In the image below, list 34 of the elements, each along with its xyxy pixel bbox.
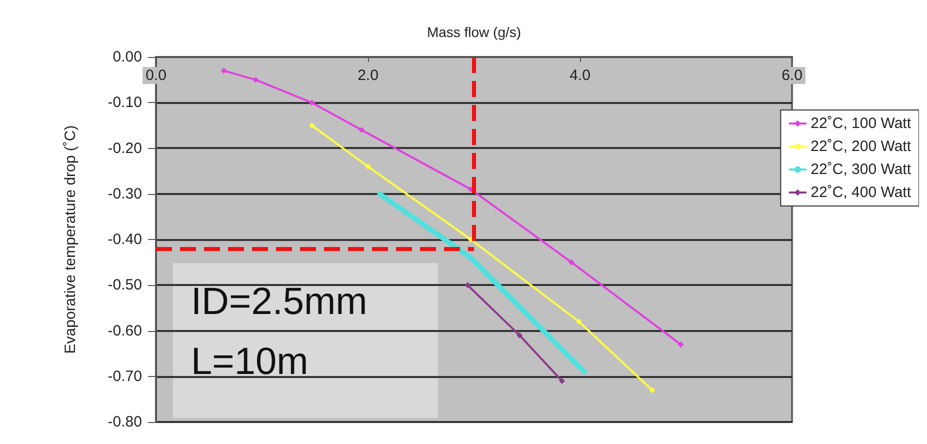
y-tick-label: 0.00 [112, 48, 142, 66]
legend-label: 22˚C, 300 Watt [810, 161, 912, 178]
y-axis-title: Evaporative temperature drop (˚C) [62, 125, 79, 354]
point [516, 332, 523, 338]
point [678, 341, 684, 348]
annotation: ID=2.5mm [191, 281, 368, 323]
point [464, 282, 471, 288]
x-tick-label: 2.0 [358, 67, 378, 84]
x-tick-label: 0.0 [146, 67, 166, 84]
y-tick-label: -0.60 [108, 322, 142, 340]
point [568, 259, 575, 266]
point [649, 387, 656, 394]
y-tick-label: -0.40 [108, 231, 142, 248]
legend-label: 22˚C, 100 Watt [810, 115, 912, 132]
x-tick-label: 4.0 [570, 67, 590, 84]
legend-label: 22˚C, 400 Watt [810, 184, 912, 201]
y-tick-label: -0.50 [108, 276, 142, 294]
x-tick-label: 6.0 [782, 67, 802, 84]
y-tick-label: -0.80 [108, 414, 142, 430]
y-tick-label: -0.30 [108, 185, 142, 202]
point [558, 378, 565, 384]
legend-label: 22˚C, 200 Watt [810, 138, 912, 155]
point [576, 318, 582, 325]
point [220, 68, 227, 74]
point [358, 127, 365, 133]
y-tick-label: -0.10 [108, 94, 142, 112]
point [252, 76, 259, 83]
point [308, 100, 315, 106]
point [365, 164, 371, 170]
point [308, 122, 315, 128]
annotation: L=10m [191, 341, 308, 383]
y-tick-label: -0.70 [108, 368, 142, 385]
y-tick-label: -0.20 [108, 140, 142, 157]
x-axis-title: Mass flow (g/s) [426, 24, 522, 40]
